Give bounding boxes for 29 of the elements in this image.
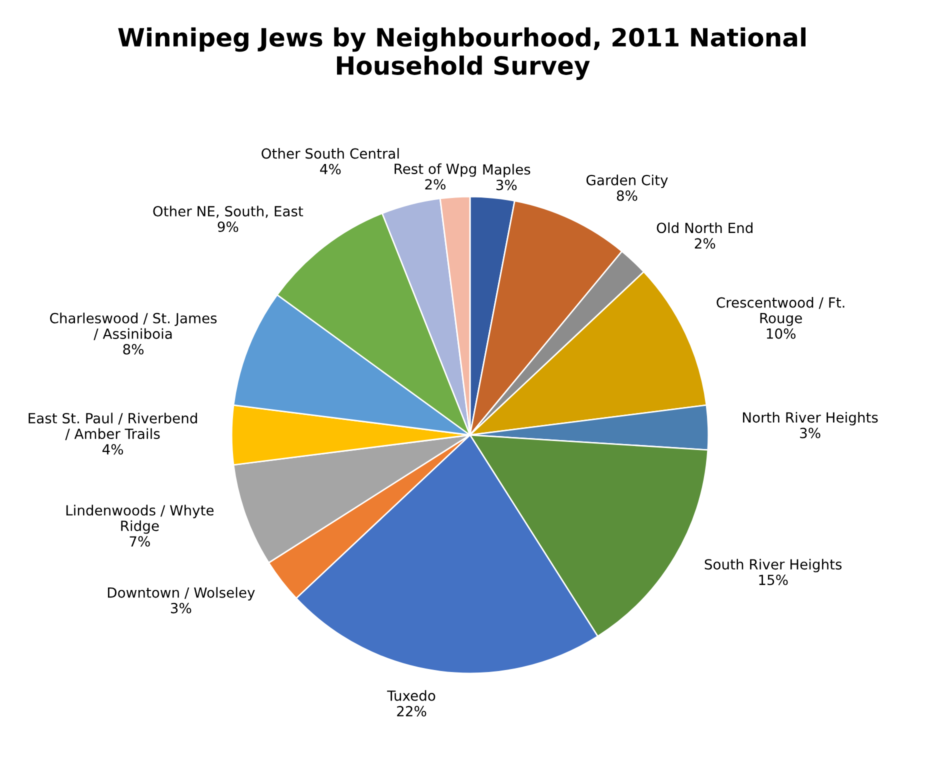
data-label: 2% [425,179,446,190]
data-label: 9% [218,222,238,232]
slice-label: Old North End [656,222,752,234]
slice-label: North River Heights [743,412,878,426]
slice-label: Other NE, South, East [153,206,304,218]
slice-label: Charleswood / St. James / Assiniboia [50,312,217,340]
data-label: 15% [759,574,788,586]
slice-label: Garden City [586,174,668,188]
slice-label: Other South Central [262,148,399,159]
slice-label: Crescentwood / Ft. Rouge [716,297,844,326]
data-label: 3% [496,180,517,190]
data-label: 10% [766,328,796,339]
data-label: 8% [123,344,144,355]
slice-label: South River Heights [704,558,842,572]
data-label: 7% [130,536,150,547]
data-label: 3% [170,602,192,614]
data-label: 2% [694,238,716,249]
data-label: 4% [320,164,341,174]
slice-label: Downtown / Wolseley [108,587,255,601]
data-label: 22% [397,706,426,716]
slice-label: East St. Paul / Riverbend / Amber Trails [28,412,197,440]
slice-label: Tuxedo [387,690,436,701]
chart-title: Winnipeg Jews by Neighbourhood, 2011 National Household Survey [118,27,806,80]
data-label: 8% [616,190,638,201]
slice-label: Lindenwoods / Whyte Ridge [66,504,214,534]
slice-label: Rest of Wpg [394,163,476,177]
slice-label: Maples [483,164,530,178]
data-label: 3% [800,428,820,438]
data-label: 4% [102,444,124,455]
